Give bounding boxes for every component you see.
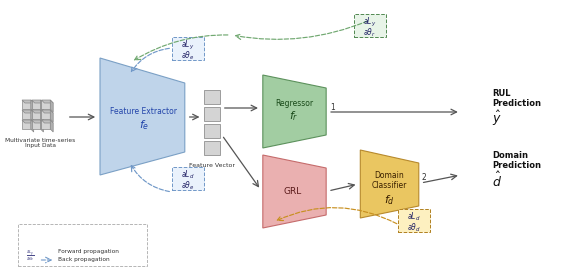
Polygon shape	[50, 100, 53, 112]
Text: $\partial \theta_e$: $\partial \theta_e$	[181, 50, 195, 62]
Text: RUL: RUL	[492, 88, 511, 97]
Bar	[41, 120, 50, 129]
FancyBboxPatch shape	[354, 14, 386, 36]
Bar	[204, 124, 220, 138]
Text: $\partial L_y$: $\partial L_y$	[363, 16, 377, 29]
Polygon shape	[32, 110, 44, 113]
Bar	[204, 90, 220, 104]
Text: $f_d$: $f_d$	[384, 193, 395, 207]
Text: $\partial L_d$: $\partial L_d$	[407, 211, 421, 223]
Polygon shape	[361, 150, 419, 218]
Bar	[204, 107, 220, 121]
Bar	[22, 120, 31, 129]
FancyBboxPatch shape	[171, 166, 204, 190]
FancyBboxPatch shape	[398, 209, 430, 231]
Polygon shape	[31, 100, 34, 112]
Text: GRL: GRL	[284, 187, 302, 196]
Polygon shape	[22, 100, 34, 103]
Text: $f_e$: $f_e$	[139, 118, 149, 132]
Text: $\partial \theta_e$: $\partial \theta_e$	[181, 180, 195, 192]
Bar	[41, 110, 50, 119]
Polygon shape	[263, 75, 326, 148]
Text: Domain: Domain	[375, 171, 405, 180]
Bar	[22, 110, 31, 119]
Polygon shape	[50, 110, 53, 122]
Text: Back propagation: Back propagation	[58, 258, 110, 262]
Polygon shape	[41, 110, 44, 122]
Polygon shape	[32, 100, 44, 103]
Text: 1: 1	[330, 103, 335, 112]
Text: Prediction: Prediction	[492, 160, 541, 169]
Text: Input Data: Input Data	[25, 143, 56, 148]
Polygon shape	[22, 110, 34, 113]
Bar	[22, 100, 31, 109]
Polygon shape	[22, 120, 34, 123]
Text: $\hat{d}$: $\hat{d}$	[492, 171, 502, 190]
Polygon shape	[31, 110, 34, 122]
Text: $\partial \theta_d$: $\partial \theta_d$	[407, 222, 421, 234]
FancyBboxPatch shape	[171, 36, 204, 60]
Polygon shape	[100, 58, 185, 175]
Text: $\partial L_y$: $\partial L_y$	[181, 38, 195, 52]
Bar	[32, 120, 41, 129]
Text: Multivariate time-series: Multivariate time-series	[6, 138, 76, 143]
Polygon shape	[32, 120, 44, 123]
Text: $f_r$: $f_r$	[289, 109, 299, 123]
Polygon shape	[31, 120, 34, 132]
Polygon shape	[41, 100, 44, 112]
Text: Forward propagation: Forward propagation	[58, 249, 119, 255]
Text: Prediction: Prediction	[492, 98, 541, 107]
Bar	[32, 110, 41, 119]
Polygon shape	[41, 100, 53, 103]
Text: $\frac{\partial L_y}{\partial \theta_e}$: $\frac{\partial L_y}{\partial \theta_e}$	[26, 249, 35, 263]
Text: $\partial L_d$: $\partial L_d$	[181, 169, 195, 181]
Text: Feature Vector: Feature Vector	[189, 163, 235, 168]
Bar	[32, 100, 41, 109]
FancyBboxPatch shape	[18, 224, 147, 266]
Text: Feature Extractor: Feature Extractor	[110, 107, 177, 116]
Text: $\hat{y}$: $\hat{y}$	[492, 109, 501, 128]
Text: Domain: Domain	[492, 150, 528, 159]
Bar	[41, 100, 50, 109]
Text: Classifier: Classifier	[372, 181, 407, 190]
Polygon shape	[50, 120, 53, 132]
Polygon shape	[41, 120, 44, 132]
Bar	[204, 141, 220, 155]
Polygon shape	[41, 120, 53, 123]
Text: Regressor: Regressor	[275, 98, 313, 107]
Polygon shape	[263, 155, 326, 228]
Polygon shape	[41, 110, 53, 113]
Text: $\partial \theta_r$: $\partial \theta_r$	[363, 27, 376, 39]
Text: 2: 2	[422, 172, 426, 181]
